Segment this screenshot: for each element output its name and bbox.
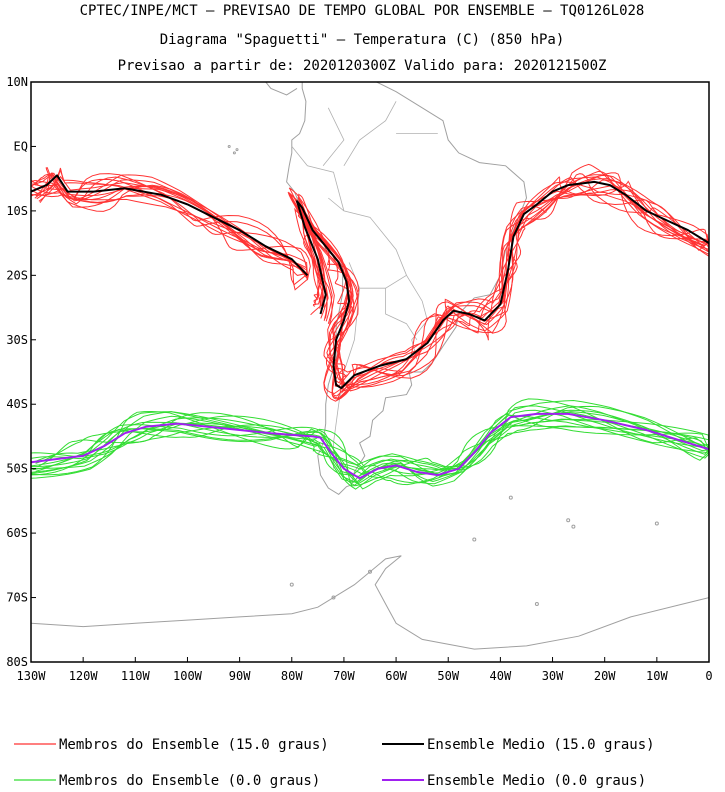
member-line-1-13: [31, 399, 709, 477]
axis-ticks: 130W 120W 110W 100W 90W 80W 70W 60W 50W 40W 30W 20W…: [6, 75, 712, 683]
x-tick-label: 10W: [646, 669, 668, 683]
country-border: [328, 197, 407, 276]
header-line3: Previsao a partir de: 2020120300Z Valido…: [118, 58, 607, 74]
member-line-0-5: [38, 167, 308, 279]
x-tick-label: 30W: [542, 669, 564, 683]
x-tick-label: 130W: [17, 669, 47, 683]
island: [571, 524, 576, 529]
member-line-0-12: [31, 179, 308, 275]
legend-label: Membros do Ensemble (15.0 graus): [59, 737, 329, 753]
y-tick-label: 20S: [6, 268, 28, 282]
y-tick-label: 10N: [6, 75, 28, 89]
member-line-0-4: [294, 193, 709, 392]
member-line-1-3: [31, 411, 709, 476]
member-line-1-11: [31, 415, 709, 483]
chart-title: Diagrama "Spaguetti" – Temperatura (C) (…: [160, 32, 565, 48]
x-tick-label: 50W: [437, 669, 459, 683]
island: [368, 569, 372, 574]
ensemble-means: [31, 174, 709, 480]
mean-line-0-1: [296, 180, 709, 390]
island: [331, 595, 336, 600]
y-tick-label: 80S: [6, 655, 28, 669]
x-tick-label: 70W: [333, 669, 355, 683]
island: [534, 602, 539, 606]
country-border: [343, 101, 397, 167]
x-tick-label: 100W: [173, 669, 203, 683]
coast-central-america: [31, 82, 298, 96]
x-tick-label: 120W: [69, 669, 99, 683]
map-coastlines: [31, 82, 709, 650]
member-line-1-14: [35, 409, 709, 487]
member-line-0-8: [39, 167, 311, 281]
x-tick-label: 40W: [490, 669, 512, 683]
legend-label: Membros do Ensemble (0.0 graus): [59, 773, 320, 789]
header-line1: CPTEC/INPE/MCT – PREVISAO DE TEMPO GLOBA…: [80, 3, 645, 19]
member-line-0-2: [290, 172, 709, 395]
island: [472, 537, 477, 542]
y-tick-label: 10S: [6, 204, 28, 218]
member-line-0-14: [32, 172, 308, 275]
legend-label: Ensemble Medio (15.0 graus): [427, 737, 655, 753]
island: [654, 521, 659, 526]
member-line-0-9: [31, 178, 308, 291]
member-line-0-3: [35, 172, 308, 280]
y-tick-label: 40S: [6, 397, 28, 411]
y-tick-label: 50S: [6, 462, 28, 476]
island: [235, 148, 239, 152]
legend-label: Ensemble Medio (0.0 graus): [427, 773, 646, 789]
member-line-1-10: [31, 411, 709, 485]
y-tick-label: 30S: [6, 333, 28, 347]
x-tick-label: 80W: [281, 669, 303, 683]
country-border: [291, 146, 345, 212]
y-tick-label: EQ: [14, 139, 28, 153]
member-line-1-8: [31, 405, 709, 483]
island: [289, 582, 294, 587]
legend: Membros do Ensemble (15.0 graus) Ensemble…: [14, 737, 655, 789]
ensemble-members: [31, 163, 709, 490]
y-tick-label: 70S: [6, 591, 28, 605]
member-line-1-6: [31, 409, 709, 484]
country-border: [322, 107, 345, 167]
mean-line-1-0: [31, 412, 709, 480]
y-tick-label: 60S: [6, 526, 28, 540]
island: [227, 144, 231, 148]
x-tick-label: 110W: [121, 669, 151, 683]
island: [232, 151, 236, 155]
coast-antarctica: [31, 555, 709, 650]
mean-line-0-0: [31, 174, 309, 276]
x-tick-label: 90W: [229, 669, 251, 683]
x-tick-label: 20W: [594, 669, 616, 683]
x-tick-label: 60W: [385, 669, 407, 683]
x-tick-label: 0: [705, 669, 712, 683]
country-border: [385, 288, 418, 341]
member-line-0-1: [31, 175, 308, 277]
plot-frame: [30, 81, 710, 663]
island: [508, 495, 513, 500]
island: [566, 518, 571, 523]
